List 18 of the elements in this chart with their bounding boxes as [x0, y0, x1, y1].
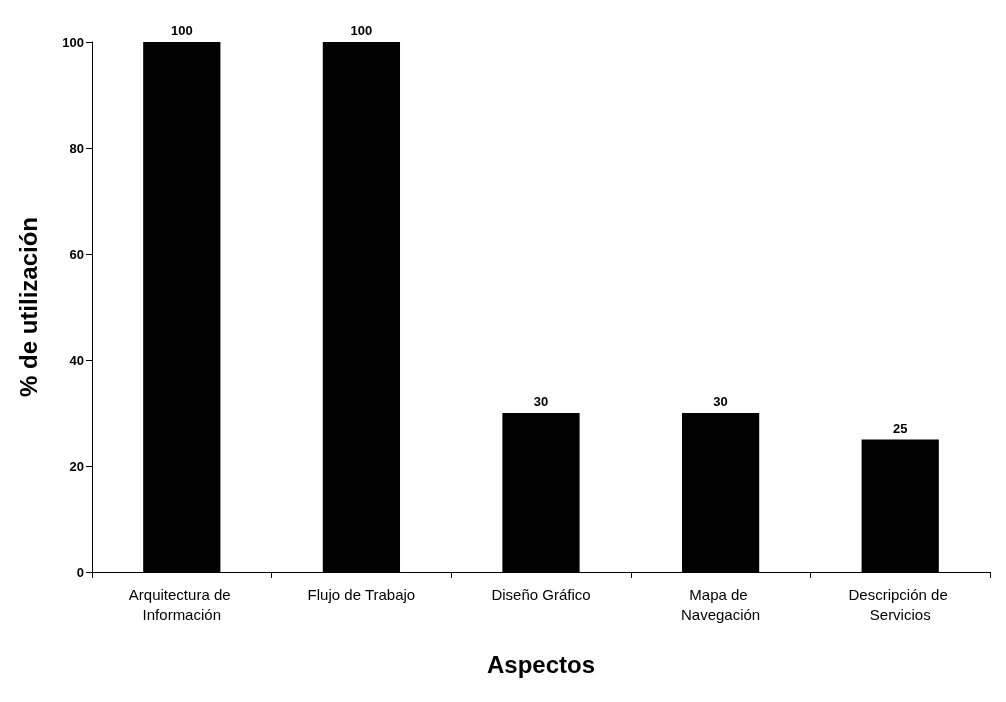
x-tick-label: Diseño Gráfico	[491, 585, 591, 603]
data-label: 100	[170, 23, 193, 38]
y-tick-label: 0	[76, 564, 84, 580]
data-label: 25	[892, 420, 908, 436]
x-tick-label: Mapa de Navegación	[680, 585, 761, 623]
x-tick-label: Descripción de Servicios	[848, 585, 952, 623]
data-label: 30	[533, 394, 549, 409]
y-tick-label: 100	[62, 34, 84, 50]
y-tick-label: 40	[69, 352, 84, 368]
x-axis-title: Aspectos	[486, 650, 596, 678]
data-label: 30	[713, 394, 728, 409]
y-tick-label: 60	[69, 246, 84, 262]
x-tick-label: Flujo de Trabajo	[307, 585, 416, 603]
y-axis-title: % de utilización	[14, 216, 42, 398]
y-tick-label: 80	[69, 140, 84, 156]
data-label: 100	[350, 23, 373, 38]
x-tick-label: Arquitectura de Información	[128, 585, 235, 623]
y-tick-label: 20	[69, 458, 84, 474]
